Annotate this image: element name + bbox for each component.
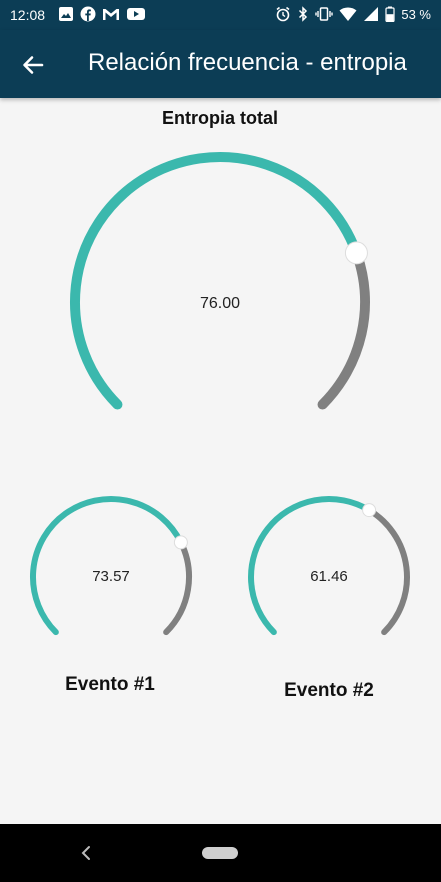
battery-percent: 53 %	[401, 6, 431, 22]
vibrate-icon	[315, 6, 334, 22]
nav-home-button[interactable]	[202, 847, 238, 859]
gauge-evento1-progress	[30, 495, 184, 636]
signal-icon	[363, 6, 379, 22]
status-bar: 12:08 53 %	[0, 0, 441, 30]
gauge-evento1-value: 73.57	[92, 568, 130, 585]
system-icons: 53 %	[275, 6, 431, 22]
gmail-icon	[102, 6, 120, 22]
image-icon	[58, 6, 74, 22]
gauge-evento2-label: Evento #2	[284, 680, 374, 701]
notification-icons	[58, 6, 146, 22]
youtube-icon	[126, 6, 146, 22]
gauge-total[interactable]	[0, 140, 441, 450]
gauge-total-track	[317, 247, 370, 410]
gauge-evento1-handle[interactable]	[173, 535, 188, 550]
wifi-icon	[339, 6, 357, 22]
nav-back-button[interactable]	[76, 841, 96, 865]
navigation-bar	[0, 824, 441, 882]
gauge-evento2[interactable]	[229, 485, 429, 665]
status-time: 12:08	[10, 7, 46, 23]
gauge-evento1-label: Evento #1	[65, 674, 155, 695]
arrow-back-icon	[22, 54, 44, 76]
gauge-total-handle[interactable]	[344, 241, 368, 265]
gauge-evento1-track	[163, 539, 192, 636]
bluetooth-icon	[297, 6, 309, 22]
battery-icon	[385, 6, 395, 22]
page-title: Relación frecuencia - entropia	[88, 49, 407, 76]
gauge-evento2-progress	[248, 496, 373, 636]
gauge-evento2-value: 61.46	[310, 568, 348, 585]
gauge-evento2-track	[366, 507, 410, 636]
gauge-evento1[interactable]	[11, 485, 211, 665]
back-button[interactable]	[16, 48, 50, 82]
facebook-icon	[80, 6, 96, 22]
alarm-icon	[275, 6, 291, 22]
gauge-evento2-handle[interactable]	[362, 503, 377, 518]
app-bar: Relación frecuencia - entropia	[0, 30, 441, 98]
gauge-total-progress	[70, 152, 362, 410]
gauge-total-value: 76.00	[199, 295, 241, 312]
gauge-total-label: Entropia total	[162, 108, 278, 128]
nav-back-icon	[81, 845, 91, 861]
